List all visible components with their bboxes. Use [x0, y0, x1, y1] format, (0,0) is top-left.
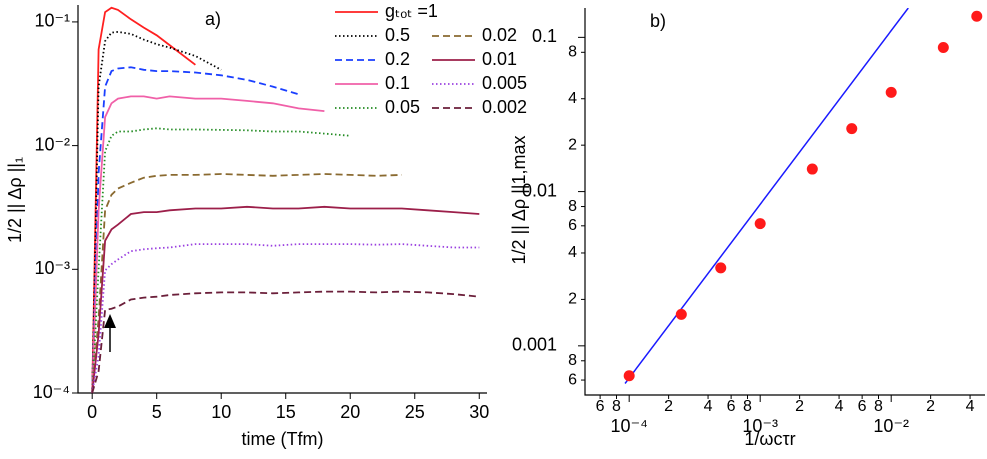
x-tick-label: 2 — [795, 398, 804, 415]
plot-area — [91, 6, 480, 394]
data-point — [885, 86, 897, 98]
legend-label: 0.02 — [482, 25, 517, 45]
series-line — [91, 6, 196, 394]
x-axis-label: 1/ωcτr — [744, 429, 795, 449]
x-tick-label: 10⁻⁴ — [611, 416, 648, 436]
data-point — [937, 41, 949, 53]
legend-label: 0.2 — [385, 49, 410, 69]
y-tick-label: 6 — [568, 371, 577, 388]
axes — [77, 5, 487, 394]
series-line — [91, 290, 480, 394]
y-tick-label: 2 — [568, 136, 577, 153]
data-point — [754, 218, 766, 230]
panel-label: a) — [205, 9, 221, 29]
data-point — [806, 163, 818, 175]
y-tick-label: 2 — [568, 291, 577, 308]
x-tick-label: 6 — [727, 398, 736, 415]
legend-label: 0.005 — [482, 73, 527, 93]
x-tick-label: 10⁻³ — [742, 416, 778, 436]
y-tick-label: 8 — [568, 198, 577, 215]
x-tick-label: 5 — [152, 402, 162, 422]
y-tick-label: 0.01 — [522, 180, 557, 200]
data-point — [675, 308, 687, 320]
y-tick-label: 10⁻² — [34, 134, 70, 154]
data-point — [623, 370, 635, 382]
fit-line — [624, 8, 909, 384]
legend-label: 0.1 — [385, 73, 410, 93]
series-line — [91, 30, 222, 394]
x-tick-label: 4 — [704, 398, 713, 415]
y-tick-label: 10⁻⁴ — [33, 382, 70, 402]
series-line — [91, 243, 480, 394]
x-tick-label: 6 — [858, 398, 867, 415]
x-tick-label: 8 — [874, 398, 883, 415]
x-tick-label: 30 — [469, 402, 489, 422]
panel-label: b) — [650, 11, 666, 31]
data-point — [715, 262, 727, 274]
series-line — [91, 127, 351, 394]
x-tick-label: 8 — [743, 398, 752, 415]
series-line — [91, 205, 480, 394]
y-tick-label: 6 — [568, 217, 577, 234]
x-tick-label: 6 — [596, 398, 605, 415]
x-tick-label: 2 — [926, 398, 935, 415]
legend-label: gₜₒₜ =1 — [385, 1, 438, 21]
x-tick-label: 10 — [211, 402, 231, 422]
x-tick-label: 10⁻² — [873, 416, 909, 436]
x-tick-label: 0 — [87, 402, 97, 422]
series-line — [91, 95, 325, 394]
y-tick-label: 0.1 — [532, 26, 557, 46]
data-point — [971, 10, 983, 22]
x-axis-label: time (Tfm) — [242, 429, 324, 449]
legend-label: 0.05 — [385, 97, 420, 117]
x-tick-label: 15 — [276, 402, 296, 422]
y-tick-label: 10⁻³ — [34, 258, 70, 278]
series-line — [91, 66, 299, 394]
legend-label: 0.002 — [482, 97, 527, 117]
legend-label: 0.5 — [385, 25, 410, 45]
y-tick-label: 10⁻¹ — [34, 11, 70, 31]
plot-area — [623, 8, 983, 384]
data-point — [846, 123, 858, 135]
y-tick-label: 4 — [568, 244, 577, 261]
y-axis-label: 1/2 || Δρ ||1,max — [509, 135, 529, 264]
x-tick-label: 4 — [966, 398, 975, 415]
axes — [584, 8, 985, 396]
x-tick-label: 20 — [340, 402, 360, 422]
x-tick-label: 8 — [612, 398, 621, 415]
x-tick-label: 2 — [664, 398, 673, 415]
y-axis-label: 1/2 || Δρ ||₁ — [5, 157, 25, 243]
arrow-head — [104, 314, 116, 328]
legend-label: 0.01 — [482, 49, 517, 69]
x-tick-label: 25 — [405, 402, 425, 422]
y-tick-label: 8 — [568, 44, 577, 61]
y-tick-label: 4 — [568, 90, 577, 107]
y-tick-label: 0.001 — [512, 335, 557, 355]
series-line — [91, 173, 402, 394]
y-tick-label: 8 — [568, 352, 577, 369]
x-tick-label: 4 — [835, 398, 844, 415]
